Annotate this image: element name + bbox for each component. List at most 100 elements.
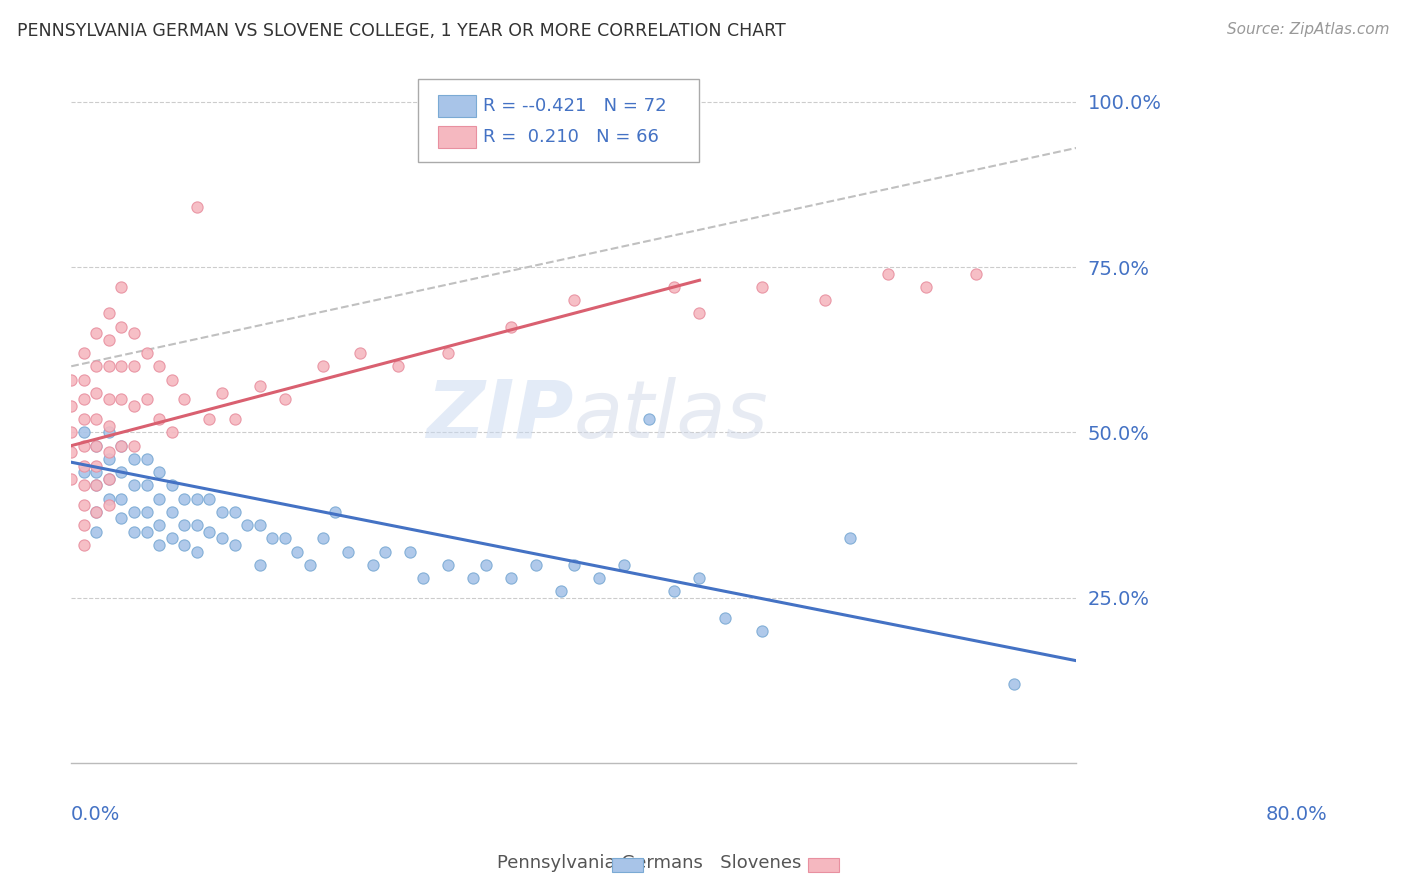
Point xyxy=(86,439,108,453)
Text: 0.0%: 0.0% xyxy=(72,805,121,824)
Point xyxy=(110,392,132,407)
Point xyxy=(73,372,96,386)
Text: ZIP: ZIP xyxy=(426,377,574,455)
Point xyxy=(211,531,233,545)
Point xyxy=(86,524,108,539)
Point xyxy=(73,392,96,407)
Point xyxy=(135,451,157,466)
Point xyxy=(86,478,108,492)
Point xyxy=(135,346,157,360)
Point xyxy=(399,544,422,558)
Point xyxy=(274,392,297,407)
Point xyxy=(562,293,585,307)
Point xyxy=(361,558,384,572)
Point xyxy=(122,439,145,453)
Point xyxy=(965,267,987,281)
Point xyxy=(73,518,96,533)
Point xyxy=(751,624,773,638)
Text: Pennsylvania Germans: Pennsylvania Germans xyxy=(498,855,703,872)
Point xyxy=(60,399,83,413)
Point xyxy=(839,531,862,545)
Point xyxy=(211,385,233,400)
Point xyxy=(148,491,170,506)
Point xyxy=(186,544,208,558)
Point xyxy=(86,505,108,519)
Point xyxy=(173,538,195,552)
Point xyxy=(148,518,170,533)
Point xyxy=(110,359,132,374)
Point xyxy=(110,439,132,453)
Point xyxy=(148,359,170,374)
Point xyxy=(186,201,208,215)
Point xyxy=(914,280,936,294)
Point xyxy=(97,491,120,506)
Point xyxy=(463,571,485,585)
Text: Source: ZipAtlas.com: Source: ZipAtlas.com xyxy=(1226,22,1389,37)
Point xyxy=(122,399,145,413)
Point xyxy=(160,478,183,492)
FancyBboxPatch shape xyxy=(439,126,477,148)
Point xyxy=(122,478,145,492)
Point xyxy=(160,531,183,545)
Text: Slovenes: Slovenes xyxy=(703,855,801,872)
Point xyxy=(97,359,120,374)
Point xyxy=(97,445,120,459)
Point xyxy=(311,359,333,374)
Point xyxy=(135,524,157,539)
FancyBboxPatch shape xyxy=(418,78,699,162)
Point xyxy=(412,571,434,585)
Text: atlas: atlas xyxy=(574,377,769,455)
Point xyxy=(110,319,132,334)
Point xyxy=(135,392,157,407)
Point xyxy=(86,412,108,426)
Point xyxy=(224,505,246,519)
Point xyxy=(122,326,145,341)
Point xyxy=(236,518,259,533)
Point xyxy=(224,538,246,552)
Point xyxy=(97,425,120,440)
Text: PENNSYLVANIA GERMAN VS SLOVENE COLLEGE, 1 YEAR OR MORE CORRELATION CHART: PENNSYLVANIA GERMAN VS SLOVENE COLLEGE, … xyxy=(17,22,786,40)
Point xyxy=(814,293,837,307)
Point xyxy=(437,346,460,360)
Point xyxy=(86,359,108,374)
Point xyxy=(499,571,522,585)
Point xyxy=(110,511,132,525)
Point xyxy=(298,558,321,572)
Point xyxy=(122,524,145,539)
Point xyxy=(73,412,96,426)
Point xyxy=(97,333,120,347)
Text: R = --0.421   N = 72: R = --0.421 N = 72 xyxy=(484,97,666,115)
Point xyxy=(1002,677,1025,691)
Point xyxy=(122,451,145,466)
Point xyxy=(186,491,208,506)
Point xyxy=(86,439,108,453)
Point xyxy=(73,478,96,492)
Point xyxy=(524,558,547,572)
Point xyxy=(751,280,773,294)
Point xyxy=(148,538,170,552)
Text: 80.0%: 80.0% xyxy=(1265,805,1327,824)
Point xyxy=(97,418,120,433)
Point xyxy=(437,558,460,572)
Point xyxy=(688,571,710,585)
Point xyxy=(160,425,183,440)
Point xyxy=(664,584,686,599)
Point xyxy=(638,412,661,426)
Point xyxy=(60,445,83,459)
Point xyxy=(311,531,333,545)
Point xyxy=(97,498,120,512)
Point xyxy=(349,346,371,360)
Point xyxy=(499,319,522,334)
Point xyxy=(148,412,170,426)
Point xyxy=(249,558,271,572)
Point xyxy=(97,306,120,320)
Point xyxy=(97,472,120,486)
Point xyxy=(336,544,359,558)
Point xyxy=(877,267,900,281)
Point xyxy=(198,524,221,539)
Point xyxy=(173,392,195,407)
Point xyxy=(73,425,96,440)
Point xyxy=(173,518,195,533)
Point xyxy=(211,505,233,519)
Point xyxy=(86,385,108,400)
